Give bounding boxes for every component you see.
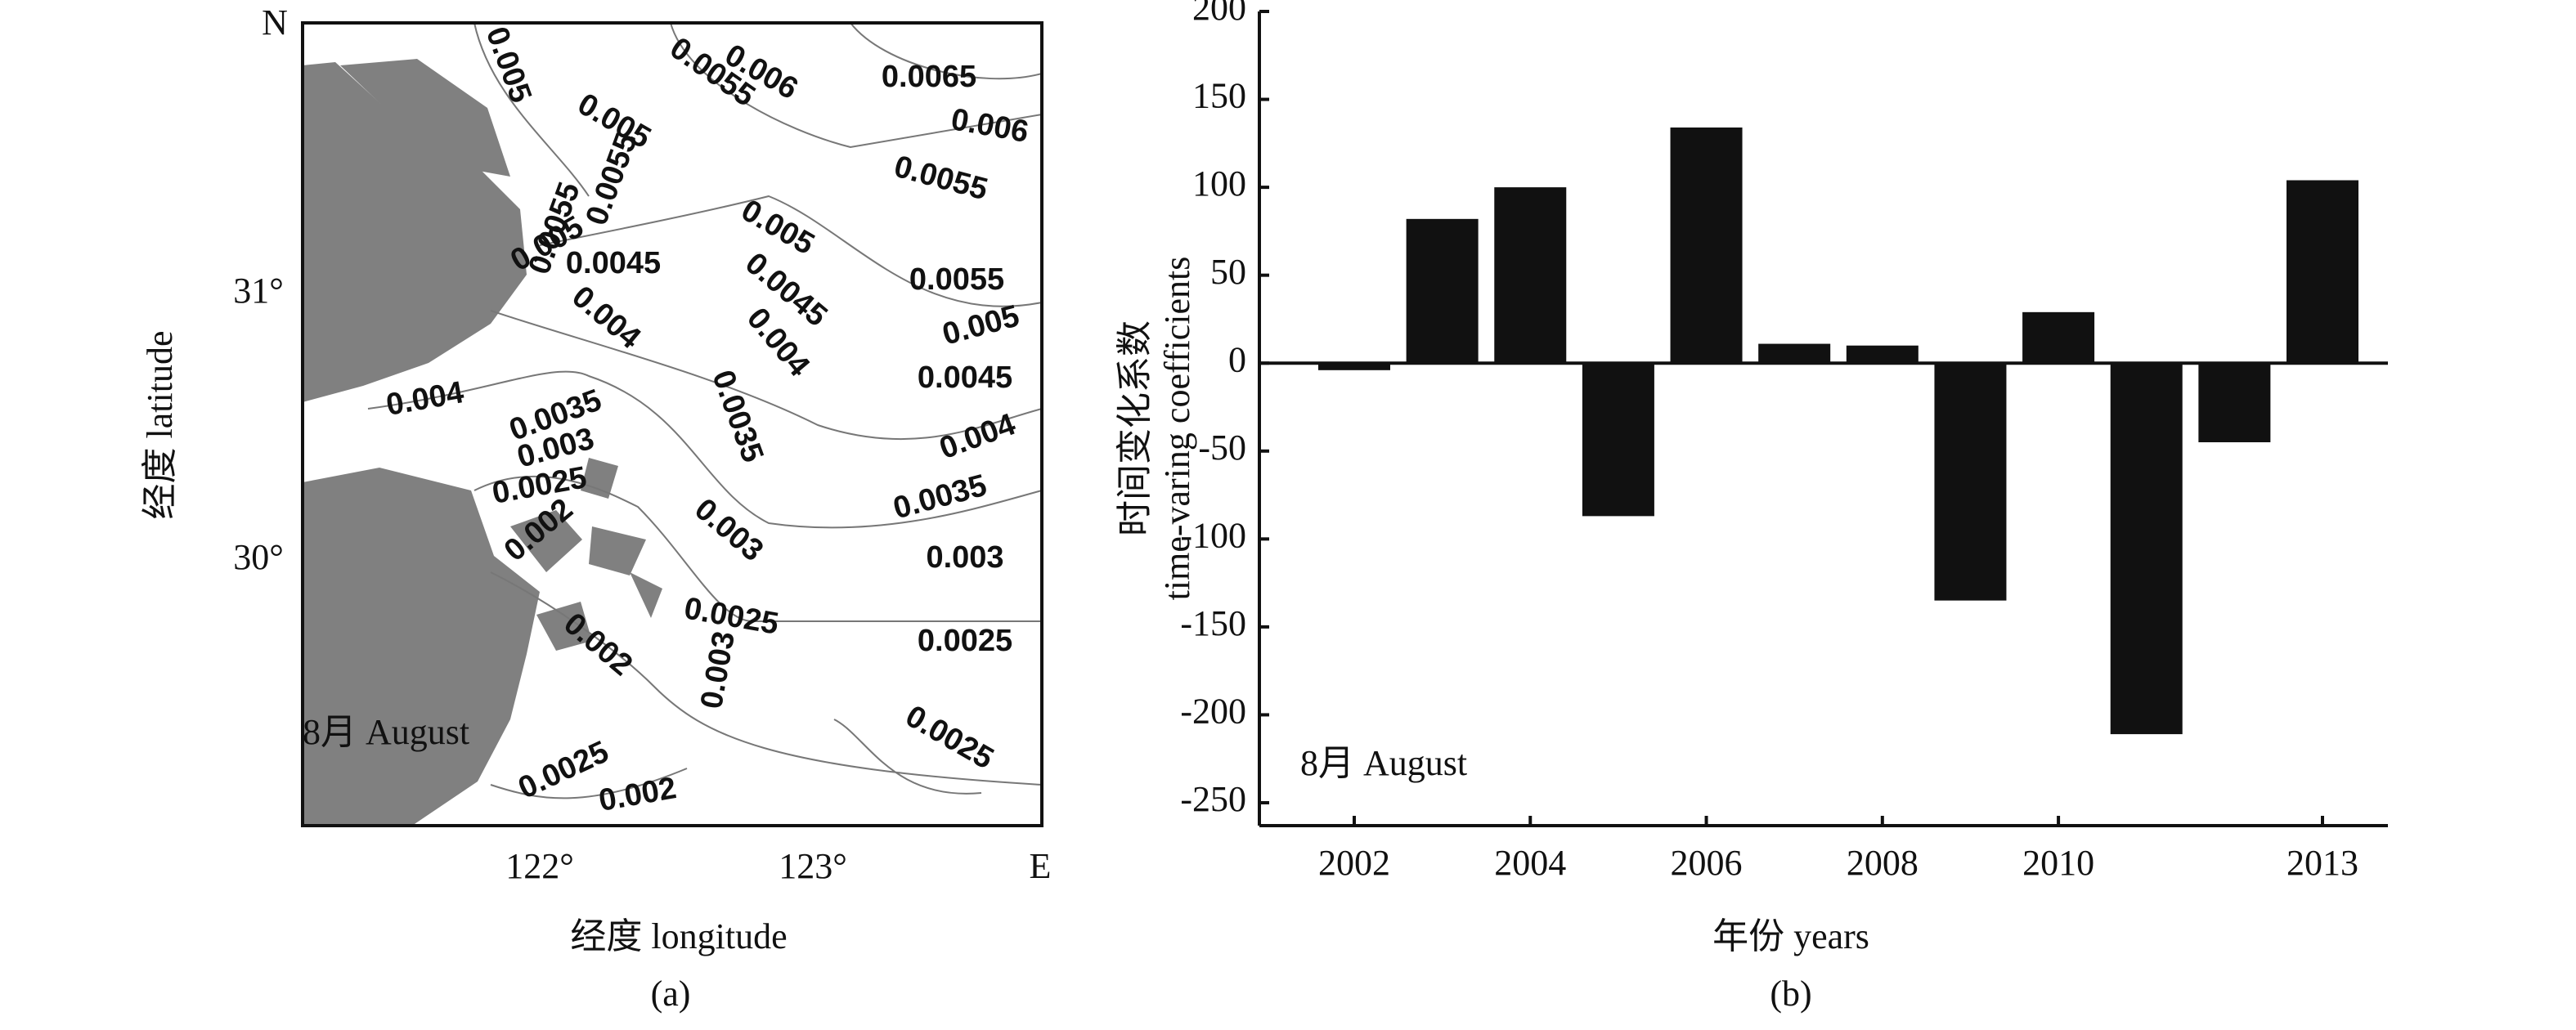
panel-label: (b) [1770, 974, 1811, 1014]
bar [2022, 311, 2095, 364]
y-tick-label: -50 [1198, 428, 1246, 468]
north-label: N [262, 2, 288, 43]
contour-label: 0.0045 [566, 246, 661, 280]
panel-label: (a) [651, 974, 691, 1014]
bar [1934, 363, 2007, 601]
land [303, 468, 540, 826]
bar [2110, 363, 2183, 735]
y-tick-label: -100 [1180, 515, 1246, 555]
x-tick-label: 2008 [1847, 843, 1919, 883]
lat-tick: 30° [233, 537, 284, 577]
lon-tick: 122° [505, 846, 574, 886]
x-tick-label: 2002 [1318, 843, 1390, 883]
contour-label: 0.0025 [918, 624, 1012, 658]
bar [1406, 218, 1479, 364]
bar [1670, 127, 1743, 364]
map-panel: N E 31° 30° 122° 123° 经度 longitude 经度 la… [140, 2, 1051, 1014]
bar [1582, 363, 1654, 517]
east-label: E [1030, 846, 1052, 886]
map-frame [301, 21, 1043, 827]
contour-label: 0.0045 [918, 360, 1012, 395]
bar [2198, 363, 2271, 443]
month-label: 8月 August [303, 712, 469, 752]
bar [1758, 343, 1831, 364]
bar [1318, 363, 1390, 370]
contour-line [367, 22, 1043, 799]
bar [1494, 187, 1567, 364]
lon-tick: 123° [779, 846, 847, 886]
x-tick-label: 2010 [2022, 843, 2094, 883]
y-tick-label: 200 [1192, 0, 1246, 28]
contour-label: 0.003 [926, 540, 1003, 575]
y-tick-label: 100 [1192, 163, 1246, 204]
x-tick-label: 2006 [1671, 843, 1743, 883]
bar [2287, 180, 2358, 364]
contour-label: 0.0055 [909, 262, 1004, 297]
x-axis-label: 经度 longitude [570, 916, 787, 956]
island [340, 59, 510, 177]
x-axis-label: 年份 years [1712, 916, 1869, 956]
lat-tick: 31° [233, 271, 284, 311]
y-tick-label: -200 [1180, 692, 1246, 732]
bar [1846, 345, 1919, 364]
y-tick-label: 0 [1228, 339, 1246, 379]
contour-label: 0.0065 [882, 60, 976, 94]
annotation: 8月 August [1300, 743, 1467, 783]
y-axis-label: 经度 latitude [140, 331, 180, 520]
y-tick-label: -150 [1180, 603, 1246, 643]
y-tick-label: -250 [1180, 779, 1246, 819]
x-tick-label: 2013 [2287, 843, 2358, 883]
y-axis-label: time-varing coefficients [1157, 257, 1197, 601]
island [510, 458, 662, 651]
y-tick-label: 150 [1192, 76, 1246, 116]
y-tick-label: 50 [1210, 252, 1246, 292]
land [303, 62, 527, 402]
x-tick-label: 2004 [1494, 843, 1566, 883]
y-axis-label: 时间变化系数 [1115, 320, 1155, 536]
